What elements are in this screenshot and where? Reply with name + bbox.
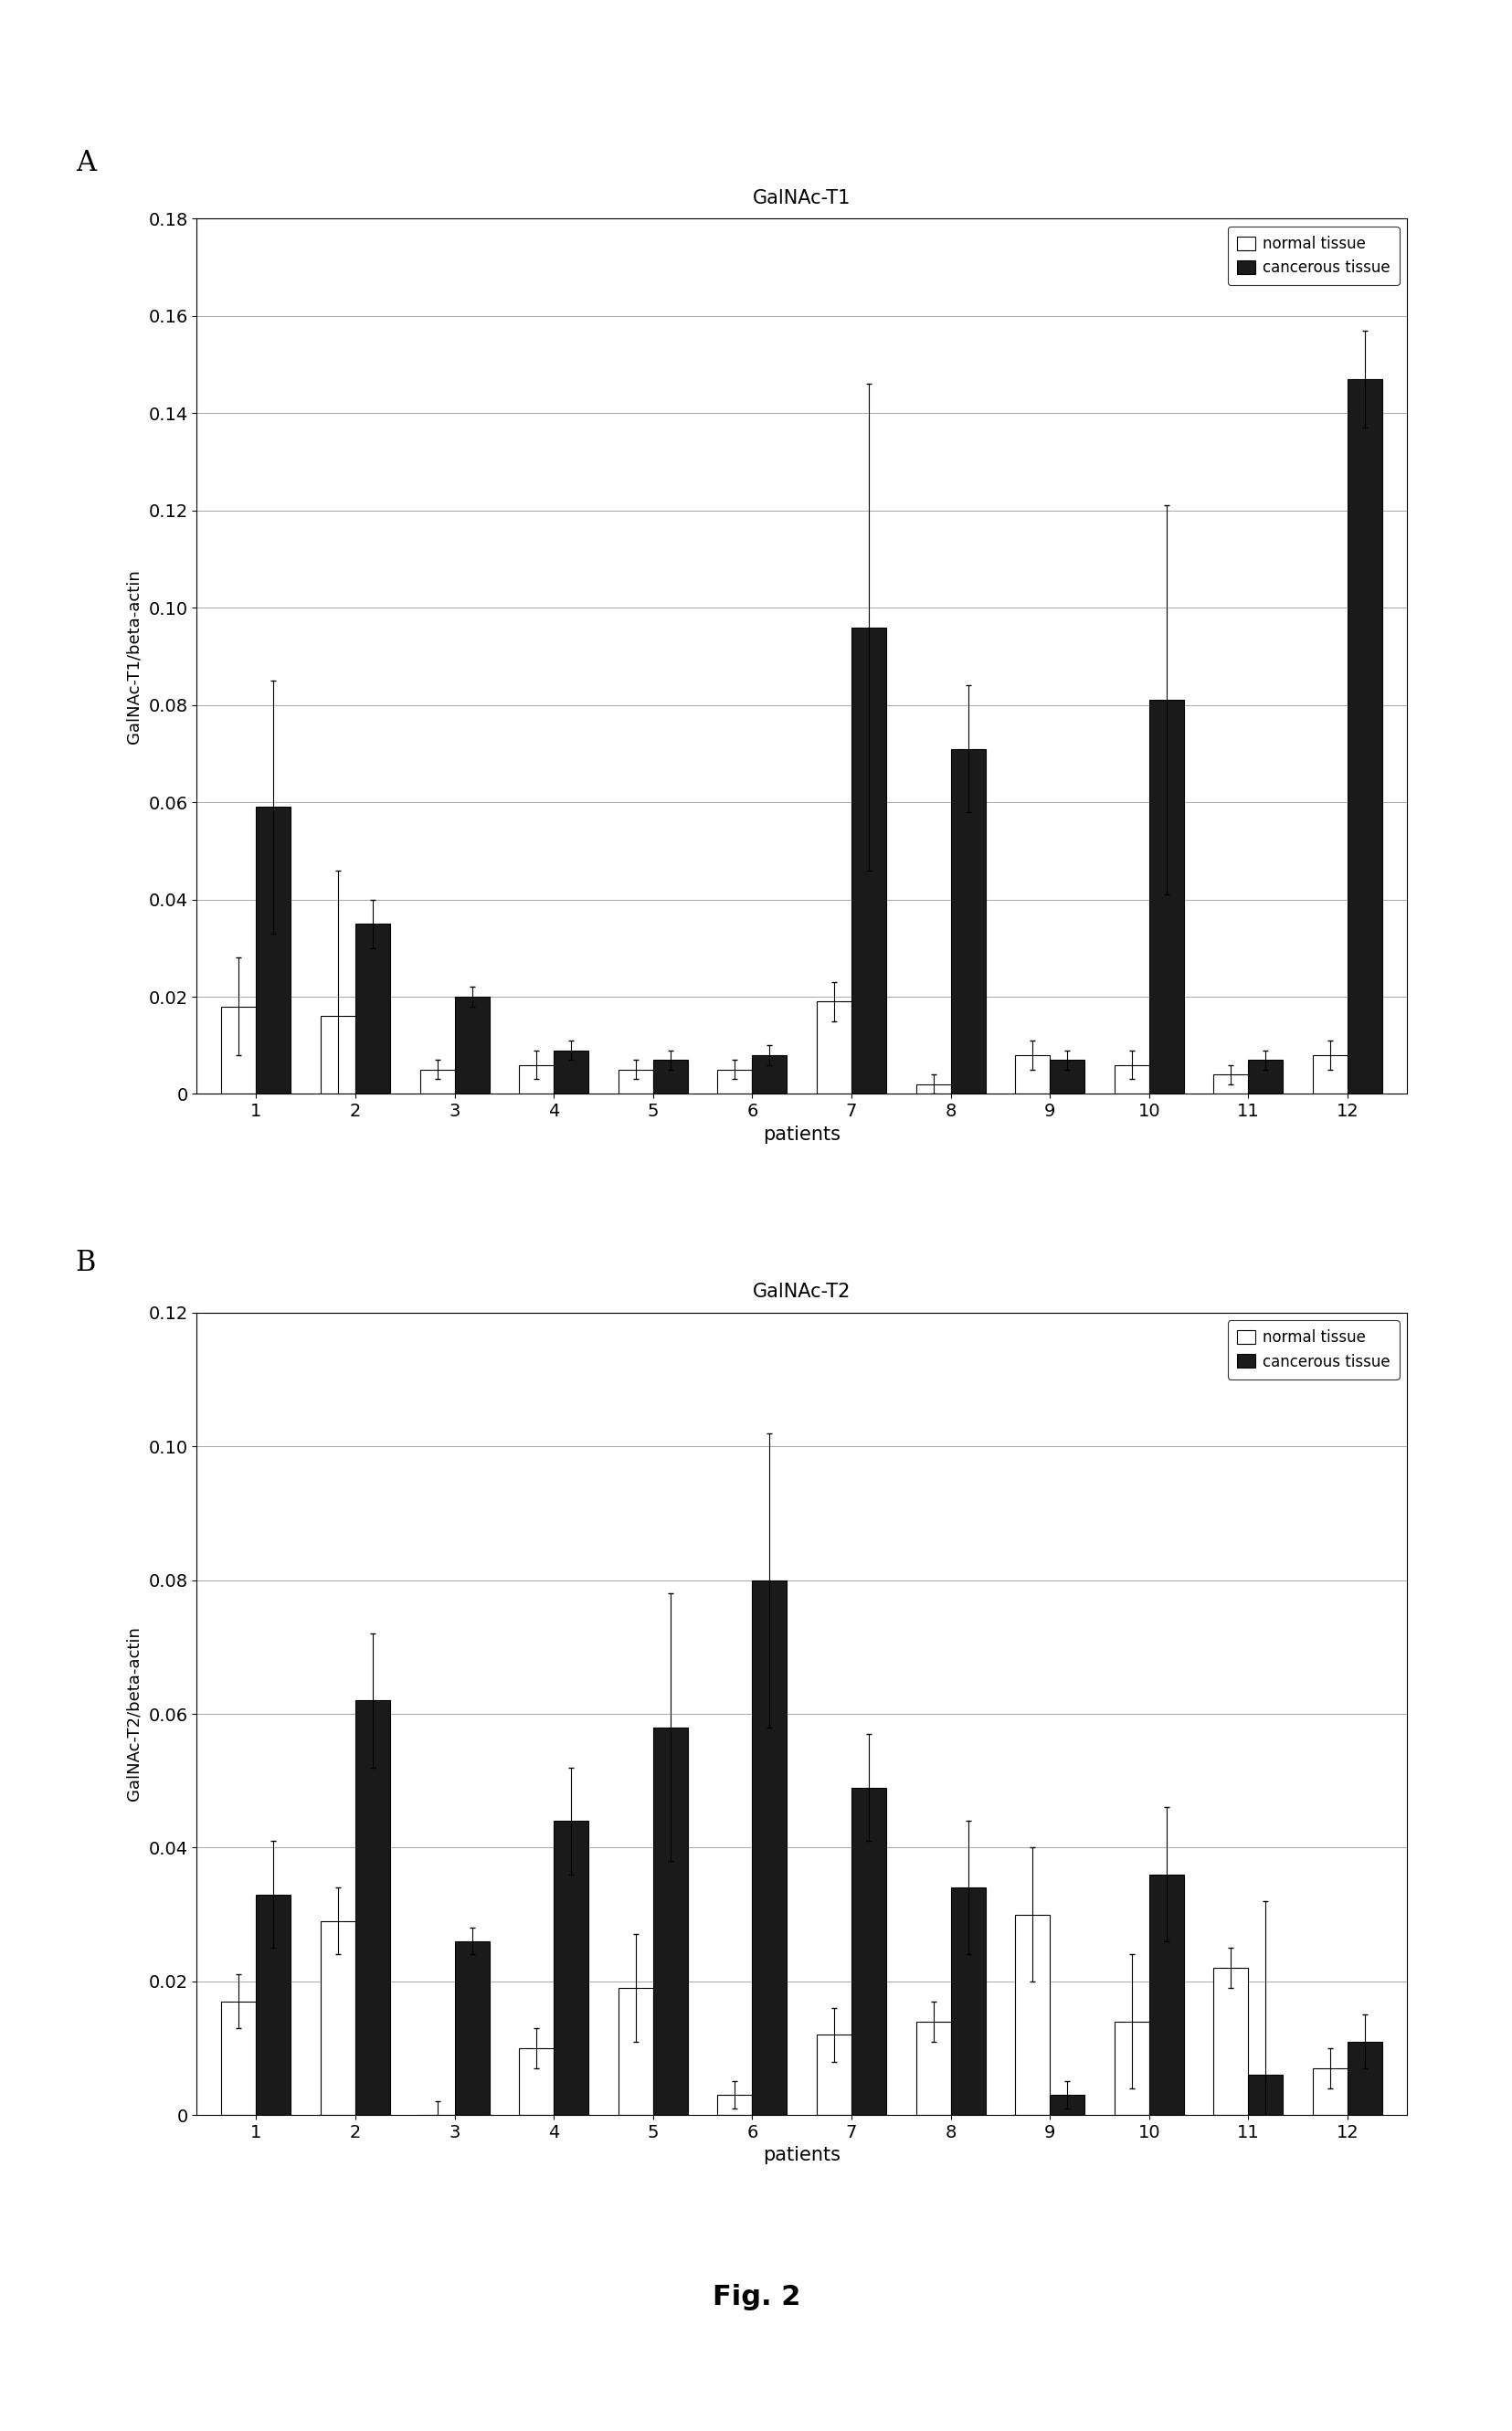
Bar	[751, 1055, 786, 1094]
Bar	[950, 749, 984, 1094]
Bar	[420, 1070, 454, 1094]
Bar	[915, 2023, 950, 2115]
Bar	[519, 1065, 553, 1094]
Bar	[1015, 1916, 1049, 2115]
Bar	[1114, 1065, 1149, 1094]
Bar	[1347, 379, 1382, 1094]
Y-axis label: GalNAc-T2/beta-actin: GalNAc-T2/beta-actin	[125, 1626, 142, 1801]
Bar	[1312, 1055, 1347, 1094]
Bar	[1049, 2096, 1084, 2115]
Bar	[1213, 1969, 1247, 2115]
X-axis label: patients: patients	[762, 1126, 841, 1143]
Text: Fig. 2: Fig. 2	[712, 2285, 800, 2309]
Bar	[1049, 1060, 1084, 1094]
Bar	[454, 1940, 488, 2115]
Bar	[519, 2047, 553, 2115]
Bar	[1312, 2069, 1347, 2115]
Bar	[915, 1084, 950, 1094]
Legend: normal tissue, cancerous tissue: normal tissue, cancerous tissue	[1226, 1320, 1399, 1378]
Bar	[717, 1070, 751, 1094]
Bar	[553, 1050, 588, 1094]
Bar	[355, 1702, 390, 2115]
Bar	[1114, 2023, 1149, 2115]
Bar	[653, 1726, 688, 2115]
Bar	[553, 1821, 588, 2115]
Legend: normal tissue, cancerous tissue: normal tissue, cancerous tissue	[1226, 226, 1399, 284]
Bar	[851, 1787, 886, 2115]
Bar	[1213, 1075, 1247, 1094]
Bar	[1347, 2042, 1382, 2115]
Bar	[751, 1580, 786, 2115]
Y-axis label: GalNAc-T1/beta-actin: GalNAc-T1/beta-actin	[125, 569, 142, 744]
Text: B: B	[76, 1250, 97, 1276]
Bar	[618, 1070, 653, 1094]
Title: GalNAc-T1: GalNAc-T1	[753, 190, 850, 207]
Bar	[454, 997, 488, 1094]
Bar	[1149, 700, 1182, 1094]
Bar	[256, 807, 290, 1094]
Bar	[950, 1886, 984, 2115]
X-axis label: patients: patients	[762, 2147, 841, 2164]
Bar	[717, 2096, 751, 2115]
Bar	[618, 1989, 653, 2115]
Bar	[321, 1016, 355, 1094]
Bar	[321, 1920, 355, 2115]
Bar	[221, 1006, 256, 1094]
Bar	[653, 1060, 688, 1094]
Bar	[816, 1002, 851, 1094]
Bar	[221, 2001, 256, 2115]
Bar	[1247, 2076, 1282, 2115]
Text: A: A	[76, 148, 95, 177]
Bar	[816, 2035, 851, 2115]
Bar	[256, 1894, 290, 2115]
Bar	[851, 627, 886, 1094]
Title: GalNAc-T2: GalNAc-T2	[753, 1284, 850, 1301]
Bar	[1015, 1055, 1049, 1094]
Bar	[1149, 1874, 1182, 2115]
Bar	[1247, 1060, 1282, 1094]
Bar	[355, 924, 390, 1094]
